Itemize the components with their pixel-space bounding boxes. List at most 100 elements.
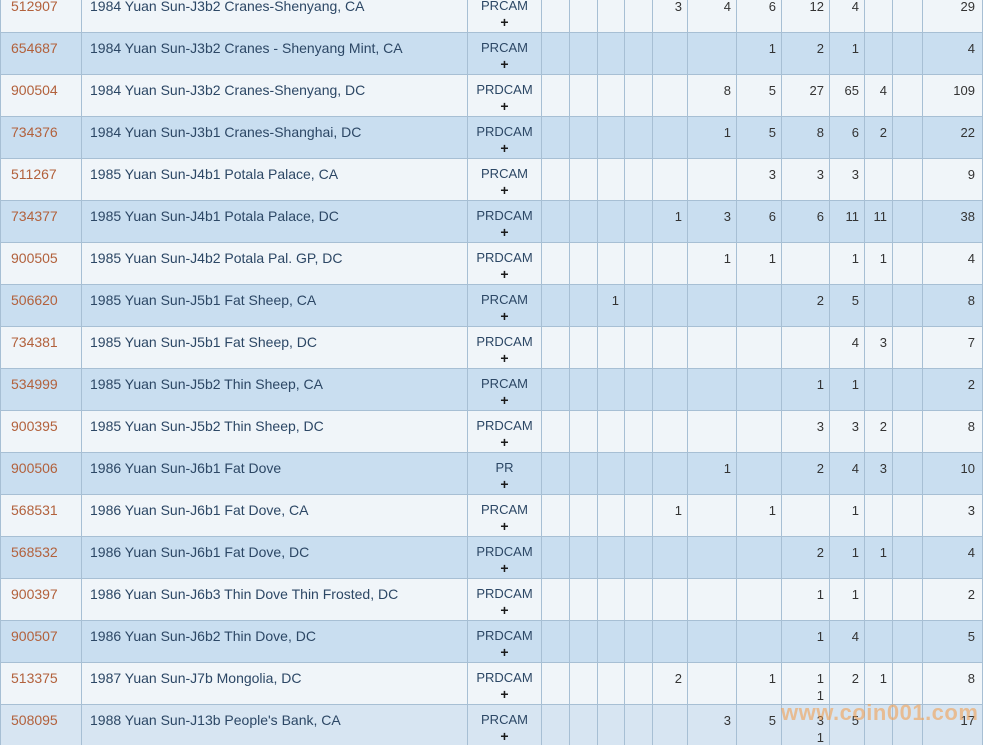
grade-count-cell: 1 — [782, 369, 830, 411]
grade-count-cell: 5 — [737, 75, 782, 117]
coin-number-link[interactable]: 900397 — [0, 579, 82, 621]
grade-count-cell — [598, 537, 625, 579]
table-row: 900507 1986 Yuan Sun-J6b2 Thin Dove, DC PR… — [0, 621, 983, 663]
plus-expand-toggle[interactable]: + — [500, 476, 509, 492]
grade-count-cell — [737, 411, 782, 453]
coin-number-link[interactable]: 734376 — [0, 117, 82, 159]
grade-count-cell — [893, 495, 923, 537]
coin-number-link[interactable]: 734377 — [0, 201, 82, 243]
grade-count-cell — [688, 663, 737, 705]
grade-count-cell — [542, 621, 570, 663]
grade-count-cell: 1 — [598, 285, 625, 327]
designation-cell: PRDCAM + — [468, 201, 542, 243]
plus-expand-toggle[interactable]: + — [500, 392, 509, 408]
plus-expand-toggle[interactable]: + — [500, 266, 509, 282]
grade-count-cell: 5 — [830, 705, 865, 745]
grade-count-cell: 3 — [865, 453, 893, 495]
plus-expand-toggle[interactable]: + — [500, 602, 509, 618]
plus-expand-toggle[interactable]: + — [500, 182, 509, 198]
grade-count-cell — [625, 579, 653, 621]
designation-label: PRDCAM — [476, 418, 533, 433]
grade-count-cell — [893, 159, 923, 201]
grade-count-cell: 1 — [688, 243, 737, 285]
plus-expand-toggle[interactable]: + — [500, 350, 509, 366]
coin-number-link[interactable]: 512907 — [0, 0, 82, 33]
grade-count-cell: 1 1 — [782, 663, 830, 705]
coin-description: 1986 Yuan Sun-J6b2 Thin Dove, DC — [82, 621, 468, 663]
coin-number-link[interactable]: 568531 — [0, 495, 82, 537]
grade-count-cell — [865, 621, 893, 663]
coin-number-link[interactable]: 534999 — [0, 369, 82, 411]
grade-count-cell — [625, 243, 653, 285]
grade-count-cell — [625, 453, 653, 495]
grade-count-cell: 4 — [830, 327, 865, 369]
plus-expand-toggle[interactable]: + — [500, 56, 509, 72]
plus-expand-toggle[interactable]: + — [500, 686, 509, 702]
designation-label: PR — [495, 460, 514, 475]
coin-number-link[interactable]: 568532 — [0, 537, 82, 579]
designation-cell: PRCAM + — [468, 495, 542, 537]
coin-description: 1988 Yuan Sun-J13b People's Bank, CA — [82, 705, 468, 745]
table-row: 900505 1985 Yuan Sun-J4b2 Potala Pal. GP,… — [0, 243, 983, 285]
coin-number-link[interactable]: 513375 — [0, 663, 82, 705]
coin-description: 1985 Yuan Sun-J4b1 Potala Palace, CA — [82, 159, 468, 201]
coin-number-link[interactable]: 900507 — [0, 621, 82, 663]
grade-count-cell: 4 — [688, 0, 737, 33]
total-count-cell: 8 — [923, 411, 983, 453]
grade-count-cell — [625, 117, 653, 159]
grade-count-cell: 5 — [830, 285, 865, 327]
coin-number-link[interactable]: 900504 — [0, 75, 82, 117]
coin-number-link[interactable]: 734381 — [0, 327, 82, 369]
grade-count-cell — [653, 537, 688, 579]
grade-count-cell: 3 — [782, 159, 830, 201]
grade-count-cell: 1 — [737, 495, 782, 537]
coin-description: 1986 Yuan Sun-J6b3 Thin Dove Thin Froste… — [82, 579, 468, 621]
coin-number-link[interactable]: 900395 — [0, 411, 82, 453]
designation-cell: PRDCAM + — [468, 663, 542, 705]
grade-count-cell — [653, 369, 688, 411]
coin-number-link[interactable]: 511267 — [0, 159, 82, 201]
grade-count-cell: 1 — [653, 495, 688, 537]
plus-expand-toggle[interactable]: + — [500, 98, 509, 114]
grade-count-cell — [737, 579, 782, 621]
designation-label: PRCAM — [481, 0, 528, 13]
grade-count-cell — [542, 117, 570, 159]
grade-count-cell — [893, 117, 923, 159]
designation-label: PRDCAM — [476, 334, 533, 349]
plus-expand-toggle[interactable]: + — [500, 224, 509, 240]
grade-count-cell — [737, 537, 782, 579]
coin-number-link[interactable]: 506620 — [0, 285, 82, 327]
grade-count-cell — [737, 327, 782, 369]
plus-expand-toggle[interactable]: + — [500, 518, 509, 534]
plus-expand-toggle[interactable]: + — [500, 140, 509, 156]
grade-count-cell: 1 — [830, 243, 865, 285]
grade-count-cell — [782, 495, 830, 537]
grade-count-cell: 1 — [830, 537, 865, 579]
grade-count-cell — [865, 369, 893, 411]
coin-number-link[interactable]: 654687 — [0, 33, 82, 75]
grade-count-cell: 1 — [830, 495, 865, 537]
grade-count-cell — [598, 579, 625, 621]
grade-count-cell — [865, 0, 893, 33]
plus-expand-toggle[interactable]: + — [500, 434, 509, 450]
grade-count-cell — [653, 705, 688, 745]
designation-cell: PRDCAM + — [468, 243, 542, 285]
grade-count-cell — [598, 663, 625, 705]
grade-count-cell — [542, 327, 570, 369]
coin-number-link[interactable]: 508095 — [0, 705, 82, 745]
plus-expand-toggle[interactable]: + — [500, 560, 509, 576]
plus-expand-toggle[interactable]: + — [500, 308, 509, 324]
table-row: 734376 1984 Yuan Sun-J3b1 Cranes-Shanghai… — [0, 117, 983, 159]
coin-number-link[interactable]: 900506 — [0, 453, 82, 495]
plus-expand-toggle[interactable]: + — [500, 644, 509, 660]
grade-count-cell — [598, 0, 625, 33]
grade-count-cell — [893, 285, 923, 327]
plus-expand-toggle[interactable]: + — [500, 14, 509, 30]
coin-number-link[interactable]: 900505 — [0, 243, 82, 285]
grade-count-cell — [598, 243, 625, 285]
plus-expand-toggle[interactable]: + — [500, 728, 509, 744]
grade-count-cell: 1 — [865, 537, 893, 579]
grade-count-cell — [570, 453, 598, 495]
